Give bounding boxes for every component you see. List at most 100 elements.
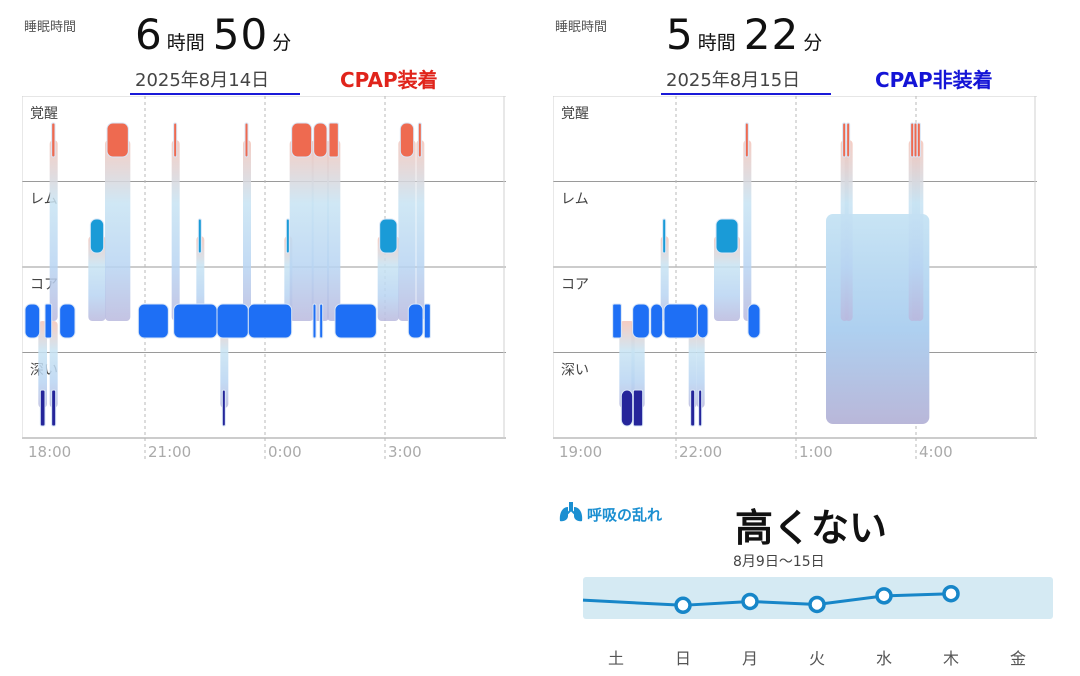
date-underline (130, 93, 300, 95)
awake-stage-bar (744, 122, 749, 158)
core-stage-bar (312, 303, 317, 339)
day-label: 月 (742, 649, 758, 668)
stage-connector (631, 321, 645, 408)
deep-stage-bar (620, 389, 634, 427)
lungs-icon (559, 502, 583, 522)
day-label: 日 (675, 649, 691, 668)
stage-connector (105, 140, 131, 321)
hours-unit: 時間 (166, 32, 205, 54)
time-tick-label: 3:00 (388, 443, 422, 461)
sleep-time-label: 睡眠時間 (24, 20, 77, 35)
stage-connector (88, 236, 106, 321)
awake-stage-bar (291, 122, 313, 158)
stage-connector (196, 236, 205, 321)
core-stage-bar (137, 303, 169, 339)
core-stage-bar (650, 303, 664, 339)
cpap-status-label: CPAP装着 (340, 68, 438, 92)
stage-connector (49, 321, 58, 408)
day-label: 火 (809, 649, 825, 668)
stage-connector (327, 140, 341, 321)
rem-stage-bar (89, 218, 105, 254)
stage-connector (171, 140, 180, 321)
core-stage-bar (216, 303, 249, 339)
day-label: 土 (608, 649, 624, 668)
trend-line (582, 592, 952, 607)
stage-connector (311, 140, 329, 321)
stage-connector (743, 140, 752, 321)
core-stage-bar (24, 303, 41, 339)
awake-stage-bar (106, 122, 129, 158)
time-tick-label: 21:00 (148, 443, 191, 461)
stage-connector (619, 321, 635, 408)
duration-minutes: 50 (212, 10, 269, 59)
day-label: 金 (1010, 649, 1026, 668)
minutes-unit: 分 (272, 32, 292, 54)
respiratory-title: 呼吸の乱れ (587, 506, 663, 524)
stage-connector (220, 321, 229, 408)
core-stage-bar (319, 303, 324, 339)
core-stage-bar (173, 303, 218, 339)
sleep-date: 2025年8月14日 (135, 70, 270, 91)
core-stage-bar (247, 303, 293, 339)
core-stage-bar (423, 303, 431, 339)
stage-label: 覚醒 (561, 106, 589, 122)
awake-stage-bar (399, 122, 415, 158)
awake-stage-bar (913, 122, 918, 158)
rem-stage-bar (715, 218, 739, 254)
stage-connector (243, 140, 251, 321)
awake-stage-bar (842, 122, 847, 158)
rem-stage-bar (285, 218, 290, 254)
stage-connector (915, 140, 924, 321)
time-tick-label: 18:00 (28, 443, 71, 461)
deep-stage-bar (221, 389, 226, 427)
stage-connector (416, 140, 425, 321)
core-stage-bar (632, 303, 650, 339)
time-tick-label: 1:00 (799, 443, 833, 461)
core-stage-bar (663, 303, 698, 339)
trend-point (875, 587, 893, 605)
day-label: 水 (876, 649, 892, 668)
awake-stage-bar (313, 122, 328, 158)
core-stage-bar (696, 303, 709, 339)
stage-connector (49, 140, 58, 321)
deep-stage-bar (690, 389, 696, 427)
rem-stage-bar (662, 218, 667, 254)
core-stage-bar (407, 303, 424, 339)
stage-connector (398, 140, 416, 321)
time-tick-label: 0:00 (268, 443, 302, 461)
core-stage-bar (334, 303, 377, 339)
trend-point (808, 595, 826, 614)
stage-label: レム (561, 192, 589, 208)
time-tick-label: 19:00 (559, 443, 602, 461)
respiratory-disturbance-card: 呼吸の乱れ 高くない 8月9日〜15日 土 日 月 火 水 木 金 (555, 495, 1080, 676)
deep-stage-bar (632, 389, 644, 427)
rem-stage-bar (379, 218, 398, 254)
core-stage-bar (44, 303, 53, 339)
sleep-date: 2025年8月15日 (666, 70, 801, 91)
sleep-duration: 6 時間 50 分 (135, 10, 299, 59)
awake-stage-bar (173, 122, 178, 158)
core-stage-bar (59, 303, 76, 339)
respiratory-date-range: 8月9日〜15日 (733, 554, 825, 570)
sleep-time-label: 睡眠時間 (555, 20, 608, 35)
minutes-unit: 分 (803, 32, 823, 54)
awake-stage-bar (846, 122, 851, 158)
deep-stage-bar (698, 389, 703, 427)
day-label: 木 (943, 649, 959, 668)
trend-point (741, 592, 759, 611)
respiratory-trend-chart: 土日月火水木金 (582, 577, 1053, 668)
sleep-duration: 5 時間 22 分 (666, 10, 830, 59)
stage-connector (714, 236, 740, 321)
stage-connector (38, 321, 47, 408)
deep-stage-bar (39, 389, 46, 427)
stage-label: 深い (561, 363, 589, 379)
stage-connector (289, 140, 314, 321)
core-stage-bar (747, 303, 761, 339)
trend-point (942, 584, 960, 603)
stage-connector (660, 236, 669, 321)
stage-connector (688, 321, 697, 408)
duration-minutes: 22 (743, 10, 800, 59)
awake-stage-bar (910, 122, 915, 158)
